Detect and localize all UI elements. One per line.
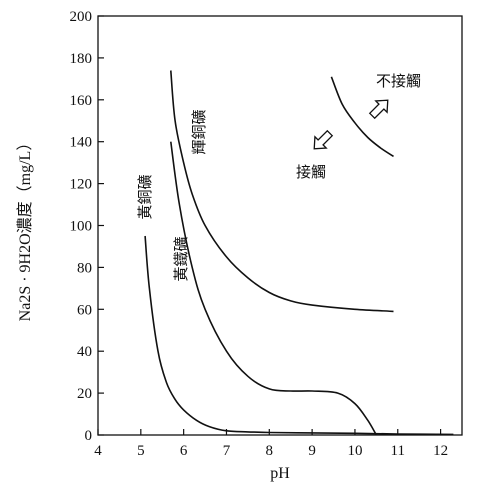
y-tick-label: 180: [70, 51, 93, 67]
x-tick-label: 12: [433, 443, 448, 459]
y-tick-label: 20: [77, 386, 92, 402]
y-tick-label: 0: [85, 428, 93, 444]
label-contact: 接觸: [296, 163, 326, 181]
y-tick-label: 40: [77, 344, 92, 360]
y-tick-label: 200: [70, 9, 93, 25]
x-tick-label: 11: [391, 443, 405, 459]
y-tick-label: 60: [77, 302, 92, 318]
series-line-輝銅礦: [170, 70, 394, 313]
arrow-no-contact-icon: [368, 99, 389, 120]
y-tick-label: 80: [77, 260, 92, 276]
x-tick-label: 7: [223, 443, 231, 459]
arrow-contact-icon: [313, 129, 334, 150]
x-tick-label: 4: [94, 443, 102, 459]
series-line-boundary: [330, 76, 394, 158]
label-pyrite: 黃鐵礦: [172, 236, 190, 281]
x-tick-label: 10: [347, 443, 362, 459]
y-tick-label: 140: [70, 135, 93, 151]
label-no-contact: 不接觸: [376, 72, 421, 90]
curves: [144, 70, 454, 436]
label-chalcocite: 輝銅礦: [190, 109, 208, 154]
y-tick-label: 100: [70, 219, 93, 235]
x-tick-label: 6: [180, 443, 188, 459]
y-tick-label: 160: [70, 93, 93, 109]
x-tick-label: 9: [308, 443, 316, 459]
y-tick-label: 120: [70, 177, 93, 193]
x-axis-title: pH: [270, 465, 290, 482]
x-tick-label: 8: [266, 443, 274, 459]
series-line-黃銅礦: [144, 235, 454, 436]
x-tick-label: 5: [137, 443, 145, 459]
label-chalcopyrite: 黃銅礦: [136, 174, 154, 219]
y-axis-title: Na2S · 9H2O濃度（mg/L）: [16, 135, 34, 322]
series-line-黃鐵礦: [170, 141, 378, 436]
